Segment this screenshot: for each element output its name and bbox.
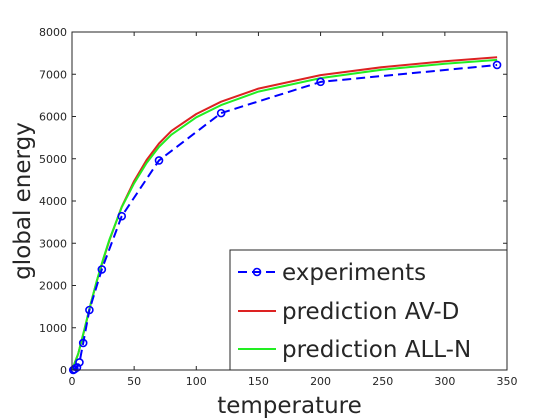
axis-ticks: 0 50 100 150 200 250 300 350 0 1000 2000 3000 4000 50… bbox=[39, 26, 518, 388]
legend-marker-experiments bbox=[252, 267, 262, 277]
y-tick-label: 0 bbox=[60, 364, 67, 377]
y-tick-label: 2000 bbox=[39, 280, 67, 293]
x-tick-label: 300 bbox=[434, 375, 455, 388]
data-point-experiments bbox=[216, 108, 226, 118]
data-point-experiments bbox=[85, 305, 94, 315]
x-tick-label: 200 bbox=[310, 375, 331, 388]
data-point-experiments bbox=[492, 60, 502, 70]
legend: experiments prediction AV-D prediction A… bbox=[229, 249, 508, 371]
data-point-experiments bbox=[154, 156, 164, 165]
x-tick-label: 50 bbox=[127, 375, 141, 388]
legend-label-prediction-av-d: prediction AV-D bbox=[282, 299, 459, 325]
legend-label-experiments: experiments bbox=[282, 260, 426, 286]
x-tick-label: 150 bbox=[248, 375, 269, 388]
data-point-experiments bbox=[78, 338, 88, 348]
data-point-experiments bbox=[97, 265, 107, 274]
data-point-experiments bbox=[316, 77, 325, 87]
y-axis-title: global energy bbox=[10, 122, 36, 280]
y-tick-label: 7000 bbox=[39, 68, 67, 81]
y-tick-label: 8000 bbox=[39, 26, 67, 39]
legend-box bbox=[229, 249, 508, 371]
y-tick-label: 4000 bbox=[39, 195, 67, 208]
x-axis-title: temperature bbox=[217, 393, 362, 419]
y-tick-label: 5000 bbox=[39, 153, 67, 166]
data-point-experiments bbox=[75, 358, 84, 367]
y-tick-label: 3000 bbox=[39, 237, 67, 250]
legend-label-prediction-all-n: prediction ALL-N bbox=[282, 337, 471, 363]
x-tick-label: 0 bbox=[69, 375, 76, 388]
x-tick-label: 350 bbox=[497, 375, 518, 388]
y-tick-label: 6000 bbox=[39, 111, 67, 124]
data-point-experiments bbox=[117, 211, 127, 221]
y-tick-label: 1000 bbox=[39, 322, 67, 335]
x-tick-label: 100 bbox=[186, 375, 207, 388]
plot-area bbox=[68, 56, 502, 375]
x-tick-label: 250 bbox=[372, 375, 393, 388]
